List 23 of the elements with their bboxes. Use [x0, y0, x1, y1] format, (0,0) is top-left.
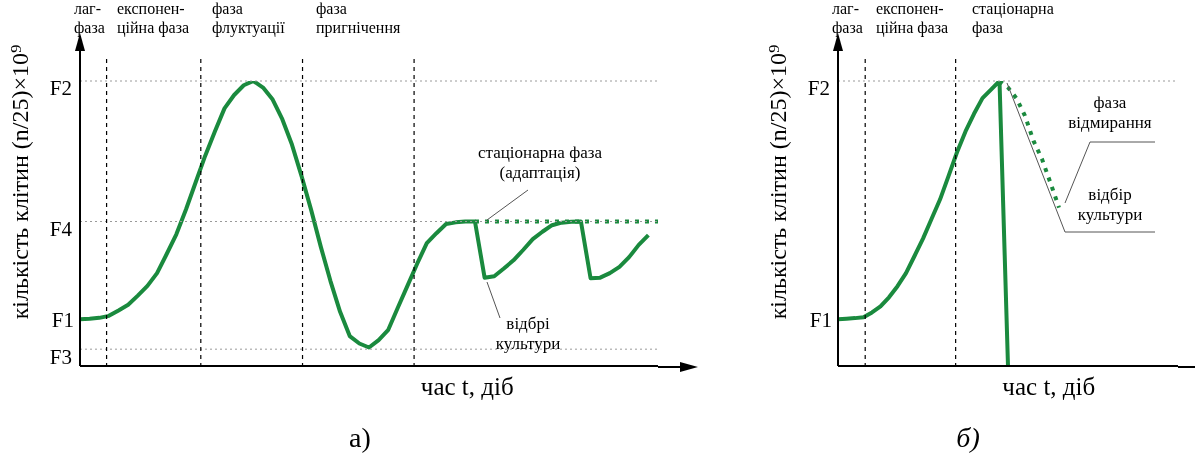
text: фаза флуктуації — [212, 0, 286, 38]
text: F1 — [809, 308, 832, 332]
ref-line-label: F3 — [49, 344, 72, 369]
text: експонен- ційна фаза — [876, 0, 949, 38]
text: б) — [956, 422, 980, 453]
x-axis-title: час t, діб — [1002, 373, 1096, 400]
text: лаг- фаза — [832, 0, 863, 38]
annotation: відбрі культури — [495, 314, 561, 354]
text: F1 — [51, 308, 74, 332]
y-axis-title: кількість клітин (n/25)×10⁹ — [7, 44, 33, 320]
ref-line-label: F4 — [49, 216, 73, 241]
ref-line-label: F2 — [807, 76, 830, 101]
x-axis-title: час t, діб — [420, 373, 514, 400]
text: фаза пригнічення — [316, 0, 401, 38]
ref-line-label: F2 — [49, 76, 72, 101]
text: експонен- ційна фаза — [117, 0, 190, 38]
annotation: відбір культури — [1077, 185, 1143, 225]
text: а) — [349, 422, 371, 453]
text: стаціонарна фаза — [972, 0, 1054, 38]
annotation: стаціонарна фаза (адаптація) — [478, 143, 603, 183]
annotation: фаза відмирання — [1068, 93, 1152, 133]
y-axis-title: кількість клітин (n/25)×10⁹ — [765, 44, 791, 320]
text: лаг- фаза — [74, 0, 105, 38]
